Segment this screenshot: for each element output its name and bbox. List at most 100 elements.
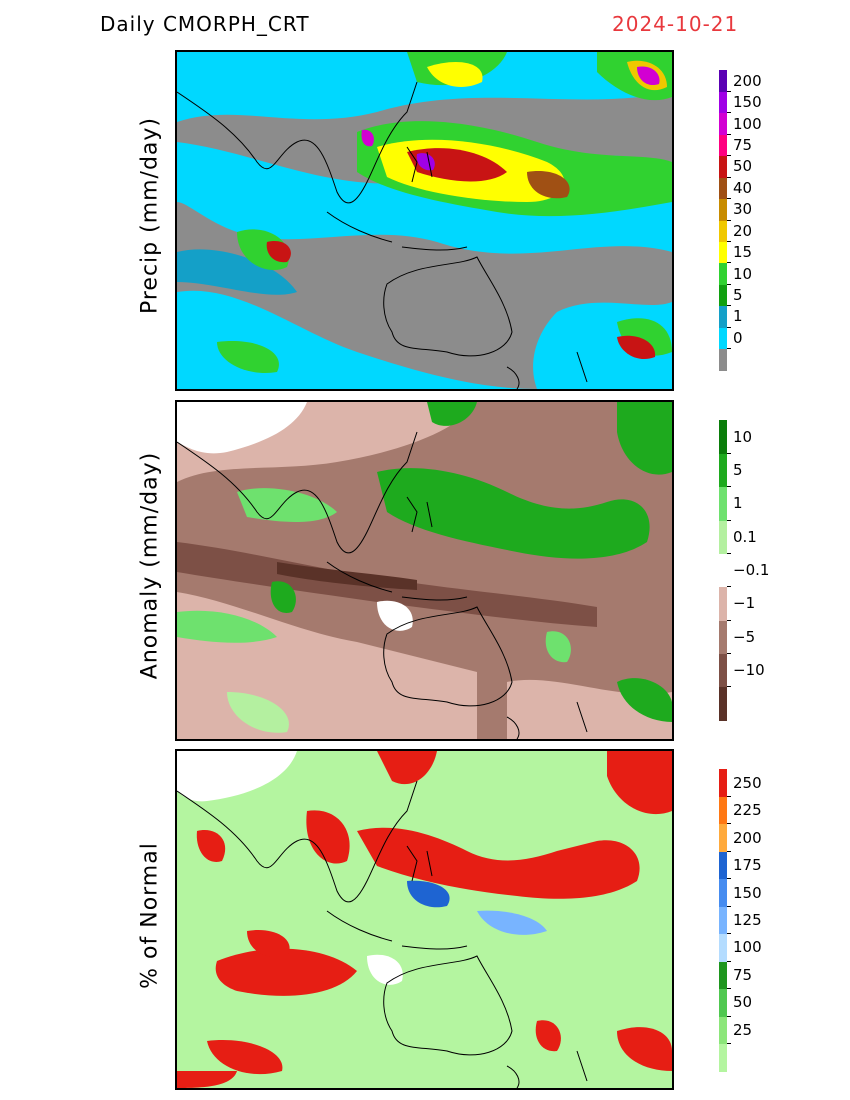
colorbar-swatch	[719, 420, 727, 454]
date-label: 2024-10-21	[612, 12, 739, 36]
colorbar-tick	[727, 960, 731, 962]
colorbar-label: 10	[733, 427, 753, 446]
colorbar-label: 75	[733, 965, 753, 984]
colorbar-swatch	[719, 851, 727, 880]
colorbar-label: −10	[733, 661, 765, 679]
colorbar-tick	[727, 133, 731, 135]
colorbar-swatch	[719, 134, 727, 157]
colorbar-tick	[727, 90, 731, 92]
colorbar-tick	[727, 348, 731, 350]
colorbar-tick	[727, 452, 731, 454]
colorbar-swatch	[719, 769, 727, 797]
colorbar-swatch	[719, 653, 727, 688]
colorbar-tick	[727, 176, 731, 178]
colorbar-label: 125	[733, 911, 762, 929]
colorbar-tick	[727, 850, 731, 852]
anomaly-map	[175, 400, 674, 741]
colorbar-label: −0.1	[733, 561, 770, 579]
colorbar-label: 75	[733, 136, 753, 154]
colorbar-label: 200	[733, 71, 762, 90]
colorbar-swatch	[719, 553, 727, 588]
colorbar-tick	[727, 823, 731, 825]
colorbar-swatch	[719, 878, 727, 907]
colorbar-swatch	[719, 620, 727, 654]
colorbar-swatch	[719, 486, 727, 521]
colorbar-swatch	[719, 262, 727, 285]
colorbar-tick	[727, 486, 731, 488]
colorbar-swatch	[719, 988, 727, 1017]
colorbar-label: −5	[733, 627, 756, 646]
colorbar-label: 250	[733, 773, 762, 792]
colorbar-swatch	[719, 305, 727, 328]
colorbar-swatch	[719, 520, 727, 554]
colorbar-label: 225	[733, 801, 762, 820]
colorbar-tick	[727, 988, 731, 990]
colorbar-label: 50	[733, 157, 753, 176]
colorbar-label: 5	[733, 286, 743, 304]
precip-colorbar: 0 1 5 10 15 20 30 40 50 75 100 150 200	[719, 70, 762, 371]
percent-colorbar: 25 50 75 100 125 150 175 200 225 250	[719, 769, 762, 1072]
colorbar-label: 25	[733, 1020, 753, 1039]
colorbar-label: 150	[733, 93, 762, 112]
colorbar-swatch	[719, 453, 727, 488]
colorbar-tick	[727, 1015, 731, 1017]
precip-map	[175, 50, 674, 391]
colorbar-swatch	[719, 112, 727, 135]
colorbar-label: 20	[733, 221, 753, 240]
colorbar-tick	[727, 112, 731, 114]
colorbar-swatch	[719, 961, 727, 990]
colorbar-swatch	[719, 155, 727, 178]
colorbar-label: 40	[733, 178, 753, 197]
colorbar-swatch	[719, 198, 727, 221]
colorbar-label: 1	[733, 307, 743, 326]
percent-axis-label: % of Normal	[137, 842, 163, 989]
colorbar-tick	[727, 619, 731, 621]
colorbar-swatch	[719, 284, 727, 307]
colorbar-tick	[727, 262, 731, 264]
colorbar-label: 10	[733, 264, 753, 283]
colorbar-tick	[727, 198, 731, 200]
colorbar-label: 0	[733, 328, 743, 347]
colorbar-tick	[727, 155, 731, 157]
colorbar-tick	[727, 326, 731, 328]
colorbar-tick	[727, 552, 731, 554]
colorbar-label: 175	[733, 856, 762, 875]
colorbar-label: −1	[733, 594, 756, 613]
colorbar-swatch	[719, 70, 727, 92]
colorbar-label: 200	[733, 828, 762, 847]
anomaly-colorbar: −10 −5 −1 −0.1 0.1 1 5 10	[719, 420, 769, 721]
colorbar-label: 15	[733, 243, 753, 262]
colorbar-tick	[727, 219, 731, 221]
colorbar-tick	[727, 240, 731, 242]
colorbar-tick	[727, 652, 731, 654]
precip-axis-label: Precip (mm/day)	[137, 116, 163, 315]
colorbar-label: 100	[733, 114, 762, 133]
colorbar-swatch	[719, 796, 727, 825]
colorbar-label: 30	[733, 200, 753, 219]
colorbar-swatch	[719, 1043, 727, 1072]
colorbar-swatch	[719, 933, 727, 962]
colorbar-label: 150	[733, 883, 762, 902]
colorbar-swatch	[719, 348, 727, 371]
percent-map	[175, 749, 674, 1090]
colorbar-label: 50	[733, 993, 753, 1012]
colorbar-label: 5	[733, 461, 743, 479]
colorbar-swatch	[719, 586, 727, 621]
colorbar-tick	[727, 305, 731, 307]
colorbar-label: 100	[733, 938, 762, 957]
colorbar-tick	[727, 795, 731, 797]
colorbar-swatch	[719, 220, 727, 242]
colorbar-tick	[727, 1043, 731, 1045]
colorbar-tick	[727, 686, 731, 688]
colorbar-tick	[727, 283, 731, 285]
colorbar-swatch	[719, 91, 727, 114]
colorbar-swatch	[719, 906, 727, 935]
colorbar-swatch	[719, 686, 727, 721]
colorbar-swatch	[719, 327, 727, 350]
colorbar-tick	[727, 519, 731, 521]
colorbar-label: 1	[733, 494, 743, 513]
colorbar-label: 0.1	[733, 527, 757, 546]
colorbar-swatch	[719, 1016, 727, 1045]
colorbar-swatch	[719, 241, 727, 264]
colorbar-tick	[727, 933, 731, 935]
